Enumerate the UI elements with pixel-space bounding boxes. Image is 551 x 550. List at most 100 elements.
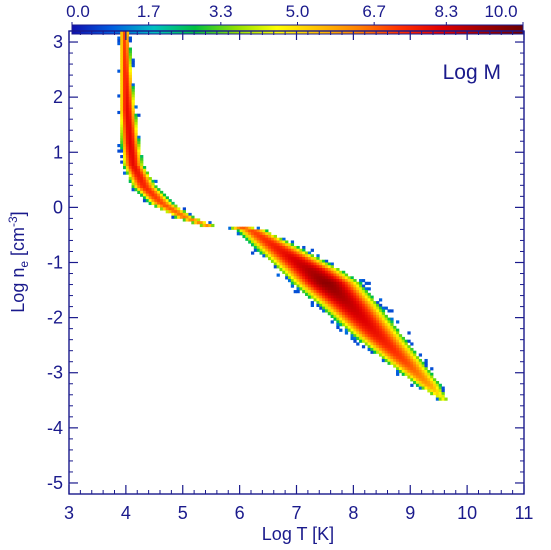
heatmap-cell <box>273 259 277 263</box>
heatmap-cell <box>396 347 400 352</box>
heatmap-cell <box>276 248 280 252</box>
heatmap-cell <box>324 301 329 305</box>
heatmap-cell <box>125 39 130 43</box>
heatmap-cell <box>123 130 127 134</box>
heatmap-cell <box>131 116 135 120</box>
heatmap-cell <box>396 339 400 343</box>
heatmap-cell <box>376 317 380 321</box>
heatmap-cell <box>378 312 383 316</box>
heatmap-cell <box>378 323 383 327</box>
heatmap-cell <box>302 273 306 277</box>
heatmap-cell <box>307 273 312 277</box>
heatmap-cell <box>378 325 383 330</box>
heatmap-cell <box>310 292 314 296</box>
heatmap-cell <box>404 372 408 376</box>
heatmap-cell <box>353 309 357 313</box>
heatmap-cell <box>410 369 414 374</box>
heatmap-cell <box>134 182 138 186</box>
heatmap-cell <box>316 273 320 277</box>
heatmap-cell <box>364 320 368 324</box>
heatmap-cell <box>361 345 366 349</box>
heatmap-cell <box>287 262 292 266</box>
heatmap-cell <box>120 121 124 126</box>
heatmap-cell <box>342 306 346 310</box>
heatmap-cell <box>415 361 420 365</box>
heatmap-cell <box>387 323 391 327</box>
heatmap-cell <box>120 141 124 145</box>
heatmap-cell <box>353 301 357 305</box>
heatmap-cell <box>128 36 132 40</box>
heatmap-cell <box>364 331 368 335</box>
heatmap-cell <box>356 303 360 307</box>
heatmap-cell <box>435 397 440 401</box>
heatmap-cell <box>128 119 132 123</box>
heatmap-cell <box>171 207 175 211</box>
heatmap-cell <box>233 226 238 230</box>
heatmap-cell <box>378 298 383 302</box>
heatmap-cell <box>376 325 380 330</box>
heatmap-cell <box>128 55 132 59</box>
heatmap-cell <box>333 284 337 288</box>
heatmap-cell <box>384 356 388 360</box>
heatmap-cell <box>142 177 147 181</box>
heatmap-cell <box>211 223 215 228</box>
heatmap-cell <box>131 124 135 128</box>
heatmap-cell <box>438 392 442 396</box>
heatmap-cell <box>396 358 400 363</box>
heatmap-cell <box>322 284 326 288</box>
heatmap-cell <box>179 215 184 219</box>
heatmap-cell <box>125 138 130 142</box>
heatmap-cell <box>290 276 295 280</box>
heatmap-cell <box>128 116 132 120</box>
heatmap-cell <box>174 215 178 219</box>
heatmap-cell <box>430 375 434 379</box>
heatmap-cell <box>333 270 337 274</box>
heatmap-cell <box>154 185 158 189</box>
heatmap-cell <box>404 364 408 368</box>
heatmap-cell <box>125 105 130 109</box>
heatmap-cell <box>350 314 354 319</box>
heatmap-cell <box>364 312 368 316</box>
heatmap-cell <box>424 375 428 379</box>
heatmap-cell <box>276 245 280 250</box>
heatmap-cell <box>302 276 306 280</box>
heatmap-cell <box>123 97 127 101</box>
heatmap-cell <box>120 31 124 35</box>
heatmap-cell <box>287 256 292 261</box>
heatmap-cell <box>347 279 351 283</box>
heatmap-cell <box>415 369 420 374</box>
heatmap-cell <box>123 75 127 79</box>
heatmap-cell <box>123 39 127 43</box>
heatmap-cell <box>410 383 414 387</box>
heatmap-cell <box>140 179 144 183</box>
heatmap-cell <box>319 292 323 296</box>
heatmap-cell <box>313 270 317 274</box>
heatmap-cell <box>125 94 130 98</box>
heatmap-cell <box>123 171 127 175</box>
heatmap-cell <box>248 237 252 241</box>
heatmap-cell <box>251 237 255 241</box>
heatmap-cell <box>242 234 246 239</box>
heatmap-cell <box>330 279 334 283</box>
heatmap-cell <box>390 345 394 349</box>
heatmap-cell <box>285 243 289 247</box>
heatmap-cell <box>299 268 303 272</box>
heatmap-cell <box>361 295 366 299</box>
heatmap-cell <box>125 113 130 117</box>
heatmap-cell <box>299 279 303 283</box>
heatmap-cell <box>293 268 297 272</box>
heatmap-cell <box>342 312 346 316</box>
heatmap-cell <box>370 309 374 313</box>
x-axis-ticks <box>68 31 525 494</box>
heatmap-cell <box>398 345 403 349</box>
heatmap-cell <box>336 273 340 277</box>
heatmap-cell <box>148 201 152 206</box>
heatmap-cell <box>307 290 312 294</box>
heatmap-cell <box>333 290 337 294</box>
heatmap-cell <box>401 342 405 346</box>
heatmap-cell <box>134 146 138 150</box>
heatmap-cell <box>120 39 124 43</box>
heatmap-cell <box>322 279 326 283</box>
heatmap-cell <box>273 243 277 247</box>
heatmap-cell <box>282 245 286 250</box>
